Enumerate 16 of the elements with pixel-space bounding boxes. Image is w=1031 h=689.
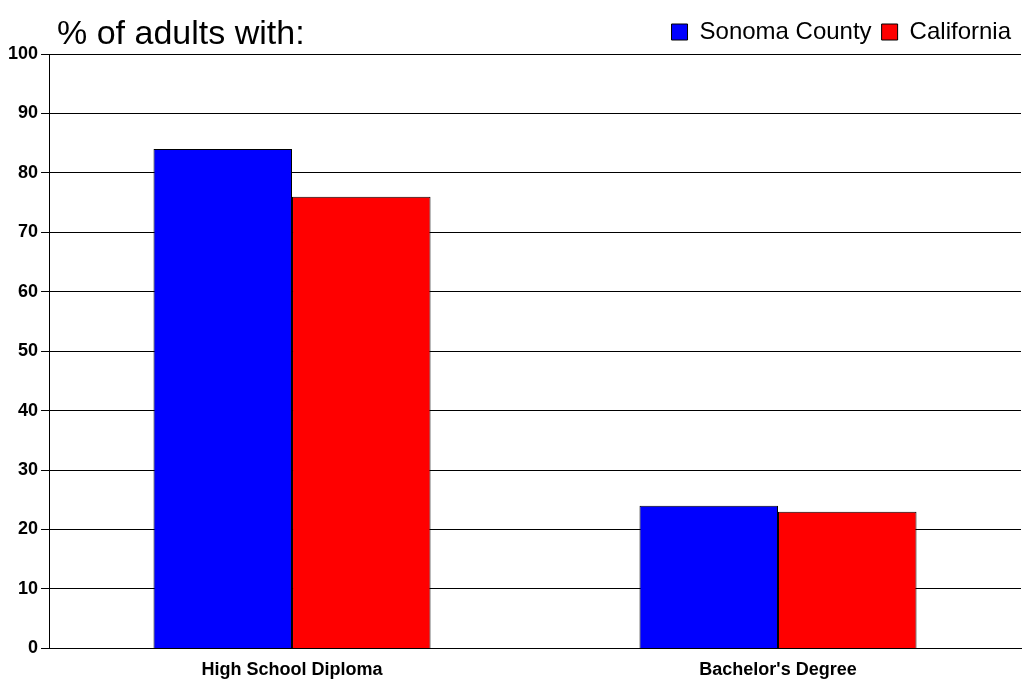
y-tick-label: 10 (18, 577, 39, 598)
y-tick-label: 30 (18, 459, 39, 480)
y-tick-label: 70 (18, 221, 39, 242)
y-tick-label: 50 (18, 340, 39, 361)
x-tick-label: High School Diploma (201, 659, 384, 680)
y-tick-label: 20 (18, 518, 39, 539)
y-tick-label: 40 (18, 399, 39, 420)
chart-title: % of adults with: (57, 13, 305, 52)
y-tick-label: 100 (7, 42, 39, 63)
y-tick-label: 80 (18, 161, 39, 182)
y-tick-label: 60 (18, 280, 39, 301)
x-tick-label: Bachelor's Degree (699, 659, 857, 680)
legend-label: California (909, 16, 1012, 44)
legend-label: Sonoma County (699, 16, 872, 44)
y-tick-label: 0 (28, 637, 39, 658)
y-tick-label: 90 (18, 102, 39, 123)
